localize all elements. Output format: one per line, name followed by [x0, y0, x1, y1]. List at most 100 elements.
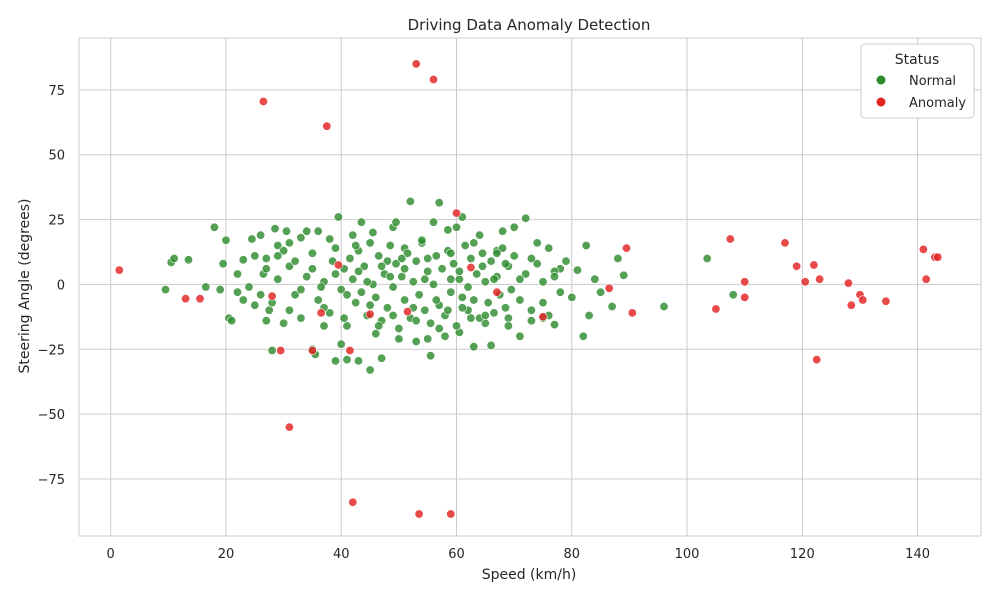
- normal-point: [423, 266, 433, 276]
- normal-point: [521, 269, 531, 279]
- normal-point: [472, 269, 482, 279]
- normal-point: [526, 305, 536, 315]
- anomaly-point: [792, 261, 802, 271]
- x-tick-label: 0: [107, 547, 115, 562]
- normal-point: [388, 310, 398, 320]
- anomaly-point: [365, 309, 375, 319]
- normal-point: [313, 226, 323, 236]
- normal-point: [515, 274, 525, 284]
- normal-point: [342, 355, 352, 365]
- anomaly-point: [114, 265, 124, 275]
- normal-point: [296, 233, 306, 243]
- normal-point: [526, 316, 536, 326]
- x-tick-label: 40: [333, 547, 350, 562]
- normal-point: [728, 290, 738, 300]
- normal-point: [417, 235, 427, 245]
- normal-point: [391, 259, 401, 269]
- normal-point: [256, 290, 266, 300]
- anomaly-point: [627, 308, 637, 318]
- normal-point: [596, 287, 606, 297]
- normal-point: [426, 351, 436, 361]
- normal-point: [498, 243, 508, 253]
- normal-point: [284, 238, 294, 248]
- normal-point: [457, 292, 467, 302]
- y-tick-label: −50: [38, 408, 65, 423]
- anomaly-point: [846, 300, 856, 310]
- normal-point: [385, 241, 395, 251]
- normal-point: [382, 303, 392, 313]
- anomaly-point: [414, 509, 424, 519]
- normal-point: [434, 198, 444, 208]
- normal-point: [431, 295, 441, 305]
- normal-point: [330, 269, 340, 279]
- anomaly-point: [858, 295, 868, 305]
- normal-point: [290, 290, 300, 300]
- anomaly-point: [345, 345, 355, 355]
- normal-point: [316, 282, 326, 292]
- normal-point: [353, 266, 363, 276]
- y-tick-label: 0: [57, 278, 65, 293]
- normal-point: [489, 308, 499, 318]
- normal-point: [506, 285, 516, 295]
- normal-point: [475, 230, 485, 240]
- anomaly-point: [812, 355, 822, 365]
- normal-point: [233, 287, 243, 297]
- normal-point: [538, 298, 548, 308]
- normal-point: [307, 248, 317, 258]
- normal-point: [578, 331, 588, 341]
- normal-point: [420, 274, 430, 284]
- normal-point: [515, 331, 525, 341]
- normal-point: [342, 321, 352, 331]
- x-tick-label: 60: [448, 547, 465, 562]
- ticks-layer: 0 20 40 60 80 100 120 140 −75 −50 −25 0 25 50 75: [38, 84, 930, 562]
- normal-point: [348, 230, 358, 240]
- legend-label-normal: Normal: [909, 74, 956, 89]
- normal-point: [330, 356, 340, 366]
- normal-point: [290, 256, 300, 266]
- anomaly-point: [740, 277, 750, 287]
- normal-point: [469, 342, 479, 352]
- normal-point: [492, 248, 502, 258]
- normal-point: [348, 274, 358, 284]
- normal-point: [702, 254, 712, 264]
- anomaly-point: [725, 234, 735, 244]
- normal-point: [345, 254, 355, 264]
- normal-point: [477, 248, 487, 258]
- normal-point: [521, 213, 531, 223]
- normal-point: [247, 234, 257, 244]
- normal-point: [431, 251, 441, 261]
- normal-point: [250, 251, 260, 261]
- normal-point: [261, 254, 271, 264]
- normal-point: [353, 356, 363, 366]
- y-tick-label: 50: [48, 149, 65, 164]
- normal-point: [400, 295, 410, 305]
- legend-title: Status: [895, 52, 940, 68]
- x-tick-label: 100: [675, 547, 700, 562]
- chart-title: Driving Data Anomaly Detection: [408, 16, 651, 34]
- anomaly-point: [740, 292, 750, 302]
- normal-point: [544, 243, 554, 253]
- normal-point: [250, 300, 260, 310]
- normal-point: [463, 282, 473, 292]
- normal-point: [659, 301, 669, 311]
- y-tick-label: −25: [38, 343, 65, 358]
- normal-point: [446, 248, 456, 258]
- normal-point: [362, 277, 372, 287]
- normal-point: [526, 254, 536, 264]
- normal-point: [454, 274, 464, 284]
- legend-marker-anomaly: [876, 97, 886, 107]
- normal-point: [382, 256, 392, 266]
- normal-point: [261, 316, 271, 326]
- normal-point: [273, 241, 283, 251]
- normal-point: [607, 301, 617, 311]
- normal-point: [339, 313, 349, 323]
- normal-point: [500, 303, 510, 313]
- normal-point: [437, 264, 447, 274]
- normal-point: [486, 256, 496, 266]
- anomaly-point: [881, 296, 891, 306]
- anomaly-point: [411, 59, 421, 69]
- normal-point: [411, 256, 421, 266]
- normal-point: [330, 243, 340, 253]
- anomaly-point: [284, 422, 294, 432]
- normal-point: [440, 331, 450, 341]
